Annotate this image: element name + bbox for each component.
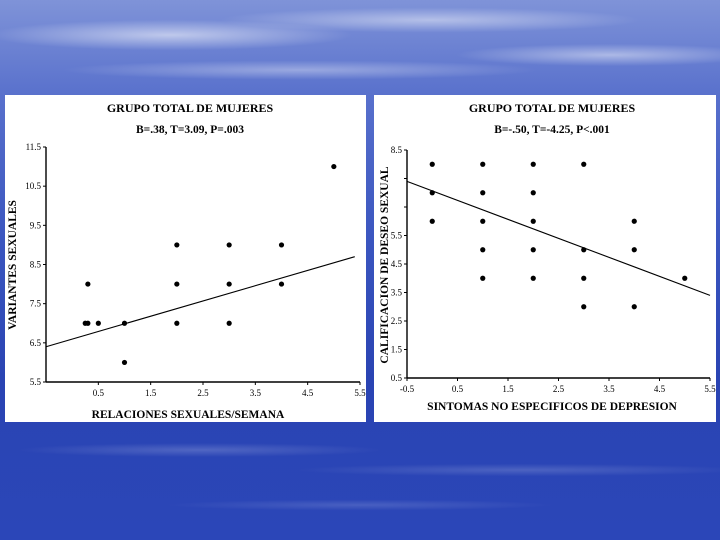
y-tick-label: 1.5 (391, 345, 403, 355)
chart-title: GRUPO TOTAL DE MUJERES (107, 101, 274, 115)
x-tick-label: 2.5 (197, 388, 209, 398)
x-tick-label: 0.5 (452, 384, 464, 394)
x-tick-label: 2.5 (553, 384, 565, 394)
data-point (530, 275, 536, 281)
data-point (480, 161, 486, 167)
data-point (480, 218, 486, 224)
y-tick-label: 11.5 (26, 142, 42, 152)
data-point (530, 161, 536, 167)
data-point (226, 281, 232, 287)
y-tick-label: 8.5 (391, 145, 403, 155)
y-tick-label: 5.5 (30, 377, 42, 387)
x-tick-label: 4.5 (654, 384, 666, 394)
chart-title: GRUPO TOTAL DE MUJERES (469, 101, 636, 115)
regression-line (45, 256, 355, 348)
y-tick-label: 0.5 (391, 373, 403, 383)
x-tick-label: -0.5 (400, 384, 415, 394)
data-point (581, 247, 587, 253)
x-tick-label: 1.5 (145, 388, 157, 398)
data-point (581, 304, 587, 310)
x-axis-label: SINTOMAS NO ESPECIFICOS DE DEPRESION (427, 401, 677, 413)
chart-subtitle: B=-.50, T=-4.25, P<.001 (494, 124, 610, 136)
y-axis-label: CALIFICACION DE DESEO SEXUAL (379, 166, 391, 363)
data-point (278, 281, 285, 287)
data-point (121, 359, 128, 366)
data-point (429, 161, 435, 167)
data-point (631, 304, 637, 310)
data-point (85, 320, 91, 326)
y-tick-label: 10.5 (25, 181, 41, 191)
data-point (226, 320, 232, 326)
x-tick-label: 3.5 (603, 384, 615, 394)
data-point (530, 247, 536, 253)
data-point (480, 247, 486, 253)
data-point (278, 242, 285, 248)
scatter-chart-right: GRUPO TOTAL DE MUJERES B=-.50, T=-4.25, P… (379, 101, 716, 413)
x-axis-label: RELACIONES SEXUALES/SEMANA (92, 409, 285, 421)
data-point (85, 281, 91, 287)
data-point (480, 275, 486, 281)
y-tick-label: 8.5 (30, 260, 42, 270)
x-tick-label: 0.5 (93, 388, 105, 398)
y-tick-label: 3.5 (391, 288, 403, 298)
data-point (121, 320, 128, 326)
data-point (480, 190, 486, 196)
data-point (530, 190, 536, 196)
data-point (174, 320, 180, 326)
data-point (331, 163, 337, 170)
x-tick-label: 4.5 (302, 388, 314, 398)
regression-line (406, 180, 711, 296)
scatter-chart-left: GRUPO TOTAL DE MUJERES B=.38, T=3.09, P=.… (7, 101, 366, 421)
data-point (174, 281, 180, 287)
x-tick-label: 5.5 (704, 384, 716, 394)
data-point (631, 247, 637, 253)
data-point (226, 242, 232, 248)
chart-panel-right: GRUPO TOTAL DE MUJERES B=-.50, T=-4.25, P… (374, 95, 716, 422)
y-tick-label: 6.5 (30, 338, 42, 348)
data-point (174, 242, 180, 248)
chart-panel-left: GRUPO TOTAL DE MUJERES B=.38, T=3.09, P=.… (5, 95, 366, 422)
y-tick-label: 4.5 (391, 259, 403, 269)
x-tick-label: 3.5 (250, 388, 262, 398)
y-axis-label: VARIANTES SEXUALES (7, 200, 19, 330)
y-tick-label: 5.5 (391, 231, 403, 241)
y-tick-label: 7.5 (30, 299, 42, 309)
data-point (581, 161, 587, 167)
data-point (530, 218, 536, 224)
data-point (429, 218, 435, 224)
data-point (581, 275, 587, 281)
y-tick-label: 9.5 (30, 220, 42, 230)
x-tick-label: 5.5 (354, 388, 366, 398)
x-tick-label: 1.5 (502, 384, 514, 394)
data-point (429, 190, 435, 196)
chart-subtitle: B=.38, T=3.09, P=.003 (136, 124, 244, 136)
y-tick-label: 2.5 (391, 316, 403, 326)
data-point (682, 275, 688, 281)
data-point (631, 218, 637, 224)
data-point (95, 320, 101, 326)
